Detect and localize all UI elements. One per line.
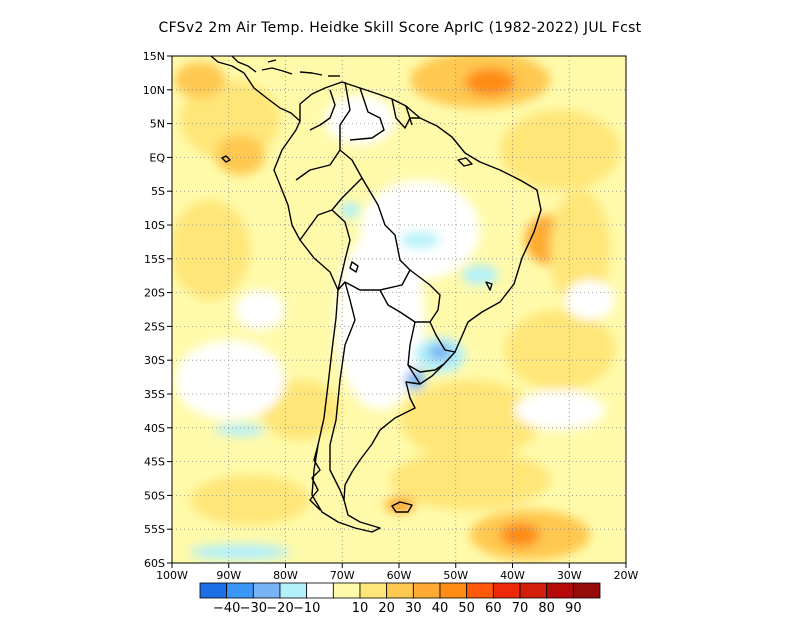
colorbar-label: −10 bbox=[293, 601, 320, 616]
lat-tick-label: 10N bbox=[143, 84, 165, 97]
colorbar-swatch bbox=[279, 582, 308, 599]
colorbar-swatch bbox=[306, 582, 334, 599]
lat-tick-label: 5N bbox=[150, 118, 165, 131]
colorbar-label: 30 bbox=[405, 601, 422, 616]
lat-tick-label: 5S bbox=[151, 185, 165, 198]
colorbar-label: 50 bbox=[458, 601, 475, 616]
lat-tick-label: 40S bbox=[144, 422, 165, 435]
colorbar-swatch bbox=[332, 582, 361, 599]
lon-tick-label: 50W bbox=[443, 569, 468, 582]
lat-tick-label: 10S bbox=[144, 219, 165, 232]
lon-tick-label: 100W bbox=[156, 569, 188, 582]
colorbar-label: 20 bbox=[378, 601, 395, 616]
lon-tick-label: 40W bbox=[500, 569, 525, 582]
lat-tick-label: 15N bbox=[143, 50, 165, 63]
lat-tick-label: 45S bbox=[144, 456, 165, 469]
colorbar-label: −20 bbox=[266, 601, 293, 616]
colorbar-label: 40 bbox=[432, 601, 449, 616]
lon-tick-label: 20W bbox=[614, 569, 639, 582]
longitude-axis: 100W 90W 80W 70W 60W 50W 40W 30W 20W bbox=[156, 563, 639, 582]
lat-tick-label: 50S bbox=[144, 489, 165, 502]
latitude-axis: 15N 10N 5N EQ 5S 10S 15S 20S 25S 30S 35S 40S 45S 50S 5… bbox=[143, 50, 172, 570]
colorbar-swatch bbox=[439, 582, 468, 599]
lat-tick-label: 55S bbox=[144, 523, 165, 536]
colorbar: −40 −30 −20 −10 10 20 30 40 50 60 70 80 90 bbox=[199, 582, 601, 616]
lat-tick-label: 60S bbox=[144, 557, 165, 570]
lat-tick-label: 30S bbox=[144, 354, 165, 367]
skill-field bbox=[172, 56, 626, 563]
lon-tick-label: 30W bbox=[557, 569, 582, 582]
colorbar-swatch bbox=[546, 582, 574, 599]
lat-tick-label: 15S bbox=[144, 253, 165, 266]
lon-tick-label: 70W bbox=[330, 569, 355, 582]
lat-tick-label: 25S bbox=[144, 320, 165, 333]
colorbar-swatch bbox=[199, 582, 228, 599]
coastlines bbox=[210, 55, 542, 533]
colorbar-label: 70 bbox=[512, 601, 529, 616]
lon-tick-label: 60W bbox=[387, 569, 412, 582]
colorbar-label: 60 bbox=[485, 601, 502, 616]
colorbar-label: 90 bbox=[565, 601, 582, 616]
map-gridlines bbox=[172, 56, 626, 563]
colorbar-swatch bbox=[572, 582, 601, 599]
lon-tick-label: 90W bbox=[216, 569, 241, 582]
colorbar-swatch bbox=[386, 582, 414, 599]
map-title: CFSv2 2m Air Temp. Heidke Skill Score Ap… bbox=[158, 20, 642, 36]
colorbar-swatch bbox=[519, 582, 548, 599]
lon-tick-label: 80W bbox=[273, 569, 298, 582]
lat-tick-label: EQ bbox=[149, 151, 165, 164]
colorbar-label: 10 bbox=[352, 601, 369, 616]
lat-tick-label: 20S bbox=[144, 287, 165, 300]
lat-tick-label: 35S bbox=[144, 388, 165, 401]
colorbar-swatch bbox=[252, 582, 281, 599]
colorbar-swatch bbox=[412, 582, 441, 599]
colorbar-label: −40 bbox=[213, 601, 240, 616]
colorbar-label: −30 bbox=[240, 601, 267, 616]
colorbar-swatch bbox=[226, 582, 254, 599]
colorbar-swatch bbox=[466, 582, 494, 599]
colorbar-label: 80 bbox=[538, 601, 555, 616]
colorbar-swatch bbox=[359, 582, 388, 599]
colorbar-swatch bbox=[492, 582, 521, 599]
